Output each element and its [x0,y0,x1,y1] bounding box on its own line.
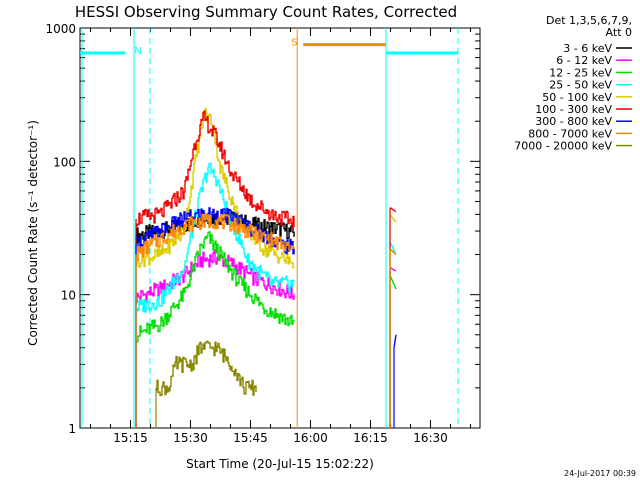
x-tick-label: 16:00 [293,431,328,445]
legend-entry-label: 25 - 50 keV [549,79,612,92]
y-tick-label: 1 [68,422,76,436]
state-bars: NS [80,38,458,57]
legend-entry-label: 100 - 300 keV [535,103,612,116]
legend-entry-label: 300 - 800 keV [535,115,612,128]
y-axis-label: Corrected Count Rate (s⁻¹ detector⁻¹) [26,120,40,346]
y-tick-label: 1000 [45,22,76,36]
x-tick-label: 15:15 [113,431,148,445]
series-line [156,340,257,397]
series-line-second-segment [389,248,397,256]
legend-header-line-2: Att 0 [606,26,632,39]
series-line [136,231,295,344]
series-line [136,110,295,230]
plot-axes: 15:15 15:30 15:45 16:00 16:15 16:30 1 10 100 1000 [45,22,481,445]
series-line-second-segment [389,241,397,255]
series-line [136,107,295,269]
legend-entry-label: 12 - 25 keV [549,66,612,79]
x-axis-label: Start Time (20-Jul-15 15:02:22) [186,457,374,471]
chart-title: HESSI Observing Summary Count Rates, Cor… [75,3,457,21]
series-line-second-segment [389,206,397,213]
series-line [136,249,295,304]
x-tick-label: 16:15 [353,431,388,445]
x-tick-label: 15:45 [233,431,268,445]
y-tick-label: 100 [53,155,76,169]
legend-entry-label: 6 - 12 keV [556,54,612,67]
y-tick-label: 10 [61,289,76,303]
x-tick-label: 16:30 [413,431,448,445]
plot-frame [79,27,481,429]
series-line-second-segment [389,274,397,290]
x-tick-label: 15:30 [173,431,208,445]
legend-entry-label: 3 - 6 keV [563,42,612,55]
state-label-n: N [134,46,141,57]
series-lines [135,107,397,428]
legend-entry-label: 800 - 7000 keV [528,127,612,140]
series-line [136,213,295,262]
legend-header-line-1: Det 1,3,5,6,7,9, [546,14,632,27]
legend-entry-label: 7000 - 20000 keV [514,140,612,153]
series-line [136,162,295,313]
series-line-second-segment [393,334,397,348]
vertical-markers [81,28,459,428]
footer-timestamp: 24-Jul-2017 00:39 [564,469,636,478]
legend-entry-label: 50 - 100 keV [542,91,612,104]
series-line-second-segment [389,213,397,223]
state-label-s: S [291,38,297,49]
series-line-second-segment [389,266,397,272]
